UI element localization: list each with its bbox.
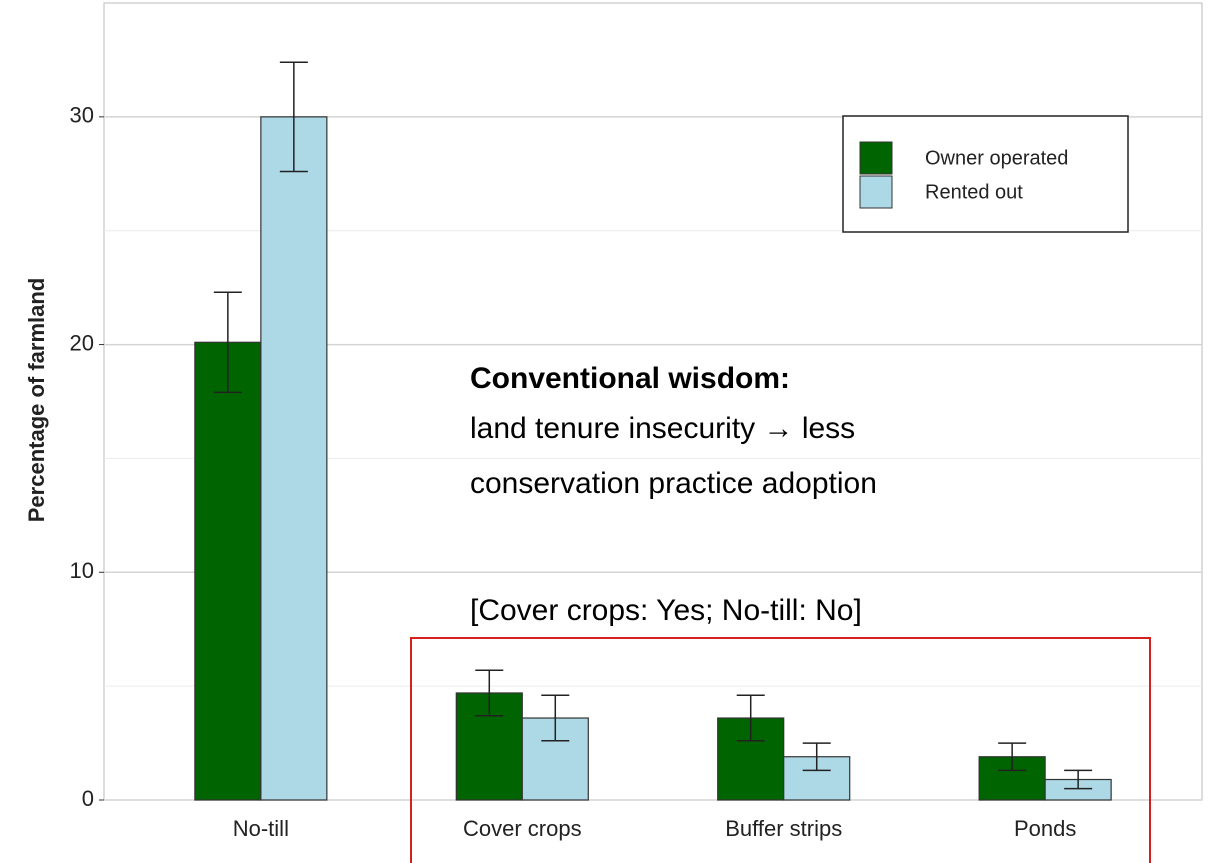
error-bar xyxy=(736,694,765,742)
highlight-box xyxy=(410,637,1151,863)
error-bar xyxy=(475,669,504,717)
x-tick-label: No-till xyxy=(233,816,289,841)
error-bar xyxy=(1064,769,1093,790)
legend-label: Rented out xyxy=(925,181,1023,203)
legend-swatch xyxy=(859,141,893,175)
x-tick-label: Ponds xyxy=(1014,816,1076,841)
y-tick-label: 10 xyxy=(70,558,94,583)
annotation-line: [Cover crops: Yes; No-till: No] xyxy=(470,594,862,627)
y-tick-label: 0 xyxy=(82,786,94,811)
x-tick-label: Buffer strips xyxy=(725,816,842,841)
error-bar xyxy=(541,694,570,742)
annotation-title: Conventional wisdom: xyxy=(470,362,790,395)
y-tick-label: 20 xyxy=(70,330,94,355)
error-bar xyxy=(998,742,1027,772)
annotation-line: conservation practice adoption xyxy=(470,467,877,500)
legend-swatch xyxy=(859,175,893,209)
bar xyxy=(260,116,328,801)
annotation-line: land tenure insecurity → less xyxy=(470,412,855,445)
y-axis-label: Percentage of farmland xyxy=(24,278,49,523)
bar xyxy=(194,341,262,801)
error-bar xyxy=(279,61,308,173)
y-tick-label: 30 xyxy=(70,103,94,128)
x-tick-label: Cover crops xyxy=(463,816,582,841)
error-bar xyxy=(213,291,242,394)
legend-label: Owner operated xyxy=(925,147,1068,169)
error-bar xyxy=(802,742,831,772)
